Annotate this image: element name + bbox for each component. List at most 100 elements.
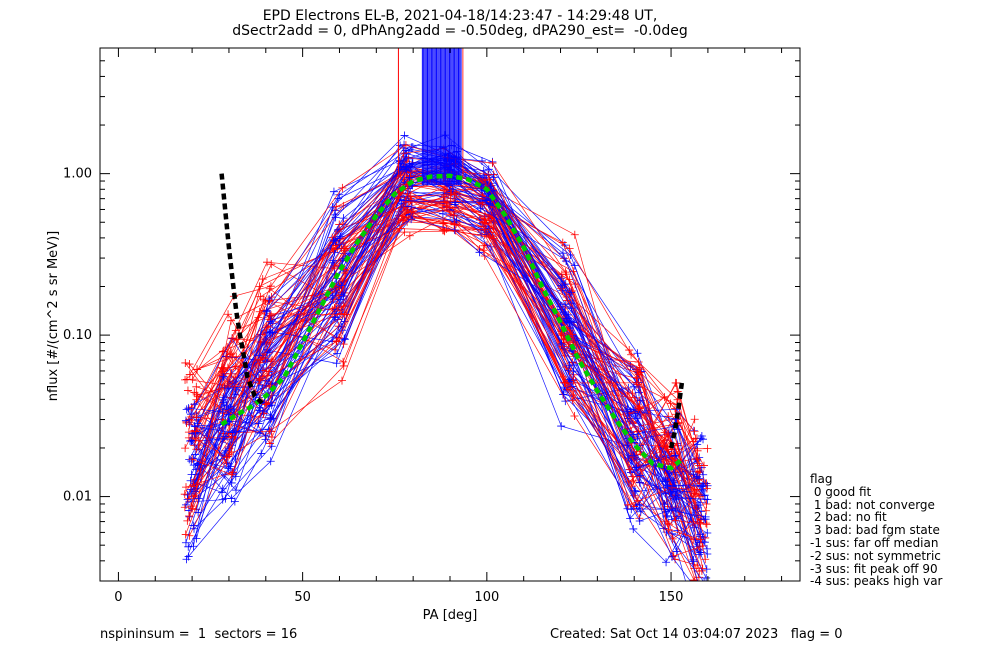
trace-marker bbox=[671, 516, 680, 525]
trace-marker bbox=[180, 490, 189, 499]
trace-marker bbox=[266, 457, 275, 466]
trace-marker bbox=[217, 488, 226, 497]
trace-marker bbox=[629, 476, 638, 485]
trace-marker bbox=[636, 466, 645, 475]
legend-entry: 1 bad: not converge bbox=[810, 497, 935, 512]
trace-marker bbox=[479, 246, 488, 255]
trace-marker bbox=[694, 474, 703, 483]
trace-marker bbox=[701, 555, 710, 564]
vertical-band bbox=[397, 48, 464, 186]
trace-marker bbox=[557, 422, 566, 431]
trace-marker bbox=[475, 248, 484, 257]
trace-marker bbox=[255, 376, 264, 385]
trace-marker bbox=[632, 378, 641, 387]
trace-marker bbox=[664, 412, 673, 421]
trace-marker bbox=[668, 534, 677, 543]
trace-marker bbox=[480, 176, 489, 185]
trace-marker bbox=[662, 558, 671, 567]
trace-marker bbox=[332, 305, 341, 314]
trace-marker bbox=[188, 504, 197, 513]
trace-marker bbox=[188, 375, 197, 384]
trace-marker bbox=[231, 385, 240, 394]
trace-marker bbox=[568, 330, 577, 339]
trace-marker bbox=[667, 483, 676, 492]
trace-marker bbox=[489, 173, 498, 182]
trace-marker bbox=[338, 183, 347, 192]
trace-marker bbox=[193, 419, 202, 428]
trace-marker bbox=[630, 453, 639, 462]
trace-marker bbox=[266, 317, 275, 326]
trace-marker bbox=[265, 295, 274, 304]
tick-labels: 0 50 100 150 0.01 0.10 1.00 bbox=[63, 167, 683, 605]
trace-marker bbox=[702, 484, 711, 493]
trace-marker bbox=[403, 202, 412, 211]
trace-marker bbox=[218, 407, 227, 416]
trace-marker bbox=[341, 268, 350, 277]
trace-marker bbox=[333, 349, 342, 358]
trace-marker bbox=[695, 461, 704, 470]
trace-marker bbox=[232, 352, 241, 361]
trace-marker bbox=[190, 429, 199, 438]
flag-legend: flag 0 good fit 1 bad: not converge 2 ba… bbox=[810, 473, 942, 588]
trace-marker bbox=[339, 361, 348, 370]
trace-marker bbox=[185, 370, 194, 379]
trace-marker bbox=[184, 404, 193, 413]
trace-marker bbox=[266, 381, 275, 390]
trace-lines bbox=[180, 131, 712, 581]
trace-marker bbox=[662, 455, 671, 464]
trace-marker bbox=[664, 525, 673, 534]
trace-marker bbox=[447, 188, 456, 197]
trace-marker bbox=[400, 228, 409, 237]
trace-marker bbox=[328, 233, 337, 242]
trace-marker bbox=[446, 190, 455, 199]
trace-marker bbox=[339, 214, 348, 223]
trace-marker bbox=[182, 405, 191, 414]
legend-title: flag bbox=[810, 472, 833, 486]
trace-marker bbox=[480, 252, 489, 261]
trace-marker bbox=[181, 375, 190, 384]
trace-marker bbox=[333, 303, 342, 312]
trace-marker bbox=[395, 188, 404, 197]
trace-marker bbox=[698, 481, 707, 490]
trace-marker bbox=[187, 457, 196, 466]
trace-marker bbox=[184, 511, 193, 520]
trace-marker bbox=[690, 427, 699, 436]
trace-marker bbox=[623, 504, 632, 513]
trace-marker bbox=[182, 483, 191, 492]
trace-marker bbox=[266, 282, 275, 291]
trace-marker bbox=[627, 482, 636, 491]
trace-marker bbox=[337, 281, 346, 290]
trace-marker bbox=[701, 515, 710, 524]
trace-marker bbox=[267, 311, 276, 320]
trace-marker bbox=[332, 337, 341, 346]
trace-marker bbox=[220, 432, 229, 441]
trace-marker bbox=[690, 415, 699, 424]
trace-marker bbox=[219, 347, 228, 356]
trace-marker bbox=[484, 170, 493, 179]
trace-marker bbox=[489, 223, 498, 232]
trace-marker bbox=[560, 280, 569, 289]
trace-marker bbox=[224, 410, 233, 419]
trace-marker bbox=[484, 216, 493, 225]
trace-marker bbox=[626, 514, 635, 523]
trace-marker bbox=[636, 471, 645, 480]
trace-marker bbox=[624, 500, 633, 509]
trace-marker bbox=[663, 481, 672, 490]
trace-marker bbox=[438, 226, 447, 235]
trace-marker bbox=[268, 328, 277, 337]
trace-marker bbox=[449, 211, 458, 220]
trace-marker bbox=[219, 393, 228, 402]
trace-marker bbox=[667, 487, 676, 496]
trace-line bbox=[198, 201, 697, 506]
trace-marker bbox=[635, 517, 644, 526]
trace-marker bbox=[664, 429, 673, 438]
trace-marker bbox=[568, 382, 577, 391]
trace-marker bbox=[188, 455, 197, 464]
trace-marker bbox=[482, 196, 491, 205]
trace-marker bbox=[409, 207, 418, 216]
trace-marker bbox=[558, 249, 567, 258]
trace-marker bbox=[557, 331, 566, 340]
trace-marker bbox=[700, 491, 709, 500]
trace-marker bbox=[697, 431, 706, 440]
trace-marker bbox=[488, 159, 497, 168]
